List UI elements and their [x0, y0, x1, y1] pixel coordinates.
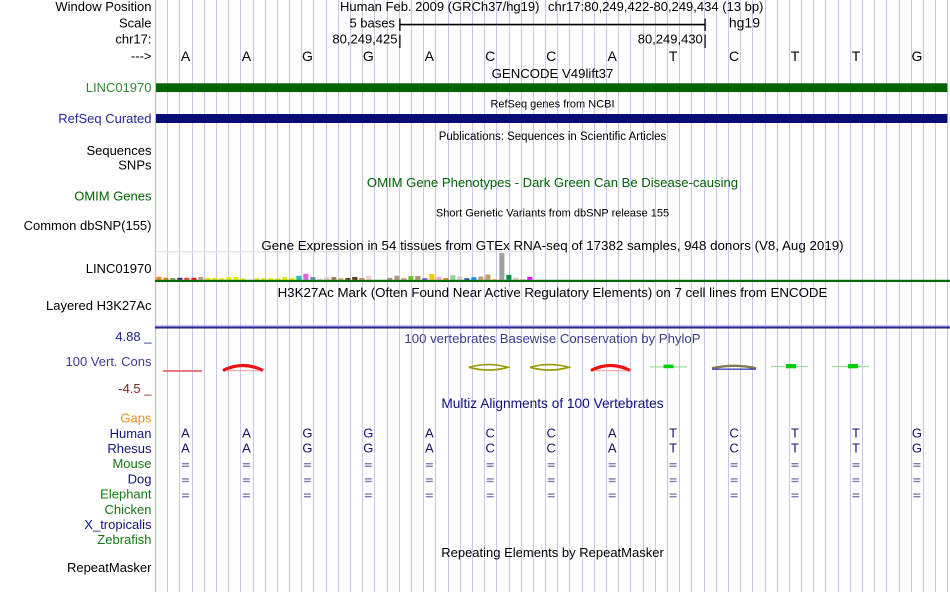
svg-text:T: T [852, 48, 861, 64]
svg-text:A: A [242, 426, 251, 441]
svg-text:C: C [729, 426, 738, 441]
svg-text:C: C [546, 48, 556, 64]
svg-text:T: T [852, 426, 860, 441]
svg-text:A: A [608, 441, 617, 456]
svg-text:T: T [791, 48, 800, 64]
svg-text:OMIM Genes: OMIM Genes [74, 189, 152, 204]
svg-text:Rhesus: Rhesus [107, 441, 152, 456]
svg-text:Sequences: Sequences [86, 143, 152, 158]
svg-text:C: C [486, 441, 495, 456]
svg-text:A: A [608, 426, 617, 441]
svg-text:Gaps: Gaps [120, 411, 152, 426]
svg-text:C: C [485, 48, 495, 64]
svg-text:G: G [302, 48, 313, 64]
svg-text:A: A [242, 441, 251, 456]
svg-text:80,249,425: 80,249,425 [332, 32, 397, 47]
svg-text:Mouse: Mouse [112, 456, 151, 471]
svg-text:H3K27Ac Mark (Often Found Near: H3K27Ac Mark (Often Found Near Active Re… [278, 285, 828, 300]
svg-text:Chicken: Chicken [105, 502, 152, 517]
svg-text:C: C [547, 441, 556, 456]
svg-text:A: A [181, 426, 190, 441]
svg-text:Window Position: Window Position [55, 0, 151, 14]
svg-text:RefSeq genes from NCBI: RefSeq genes from NCBI [490, 99, 614, 111]
svg-text:T: T [669, 426, 677, 441]
svg-text:G: G [912, 441, 922, 456]
svg-text:LINC01970: LINC01970 [86, 261, 152, 276]
svg-text:Dog: Dog [128, 471, 152, 486]
svg-text:T: T [669, 441, 677, 456]
svg-text:Zebrafish: Zebrafish [97, 532, 151, 547]
svg-text:Elephant: Elephant [100, 487, 152, 502]
svg-text:A: A [242, 48, 252, 64]
svg-text:Layered H3K27Ac: Layered H3K27Ac [46, 298, 152, 313]
svg-text:T: T [791, 426, 799, 441]
svg-text:G: G [363, 441, 373, 456]
svg-text:SNPs: SNPs [118, 158, 152, 173]
svg-text:A: A [181, 48, 191, 64]
svg-text:Common dbSNP(155): Common dbSNP(155) [24, 218, 152, 233]
svg-text:G: G [911, 48, 922, 64]
svg-text:C: C [729, 441, 738, 456]
svg-text:LINC01970: LINC01970 [86, 80, 152, 95]
svg-text:A: A [425, 426, 434, 441]
svg-text:A: A [608, 48, 618, 64]
svg-text:Short Genetic Variants from db: Short Genetic Variants from dbSNP releas… [436, 208, 669, 220]
svg-text:C: C [486, 426, 495, 441]
svg-text:RepeatMasker: RepeatMasker [67, 560, 152, 575]
svg-text:RefSeq Curated: RefSeq Curated [58, 111, 151, 126]
svg-text:GENCODE V49lift37: GENCODE V49lift37 [492, 66, 614, 81]
svg-text:100 vertebrates Basewise Conse: 100 vertebrates Basewise Conservation by… [404, 331, 700, 346]
svg-text:chr17:80,249,422-80,249,434 (1: chr17:80,249,422-80,249,434 (13 bp) [548, 0, 763, 14]
svg-text:5 bases: 5 bases [349, 16, 395, 31]
svg-text:OMIM Gene Phenotypes - Dark Gr: OMIM Gene Phenotypes - Dark Green Can Be… [367, 175, 738, 190]
svg-text:T: T [852, 441, 860, 456]
svg-text:Publications: Sequences in Sci: Publications: Sequences in Scientific Ar… [439, 131, 667, 143]
svg-text:--->: ---> [131, 49, 152, 64]
svg-text:Multiz Alignments of 100 Verte: Multiz Alignments of 100 Vertebrates [441, 396, 663, 411]
svg-text:A: A [181, 441, 190, 456]
svg-text:G: G [912, 426, 922, 441]
svg-text:Human: Human [110, 426, 152, 441]
svg-text:G: G [302, 441, 312, 456]
svg-text:80,249,430: 80,249,430 [638, 32, 703, 47]
svg-text:chr17:: chr17: [115, 32, 151, 47]
svg-text:A: A [425, 48, 435, 64]
svg-text:100 Vert. Cons: 100 Vert. Cons [66, 354, 152, 369]
svg-text:G: G [302, 426, 312, 441]
svg-text:C: C [729, 48, 739, 64]
svg-text:Repeating Elements by RepeatMa: Repeating Elements by RepeatMasker [441, 545, 664, 560]
svg-text:G: G [363, 48, 374, 64]
svg-text:A: A [425, 441, 434, 456]
svg-text:-4.5 _: -4.5 _ [118, 381, 152, 396]
svg-text:Gene Expression in 54 tissues: Gene Expression in 54 tissues from GTEx … [261, 238, 843, 253]
svg-text:T: T [791, 441, 799, 456]
svg-text:C: C [547, 426, 556, 441]
svg-text:Scale: Scale [119, 16, 152, 31]
svg-text:4.88 _: 4.88 _ [115, 329, 152, 344]
svg-text:G: G [363, 426, 373, 441]
svg-text:T: T [669, 48, 678, 64]
svg-text:X_tropicalis: X_tropicalis [84, 517, 152, 532]
svg-text:Human Feb. 2009 (GRCh37/hg19): Human Feb. 2009 (GRCh37/hg19) [340, 0, 539, 14]
svg-text:hg19: hg19 [729, 15, 760, 31]
